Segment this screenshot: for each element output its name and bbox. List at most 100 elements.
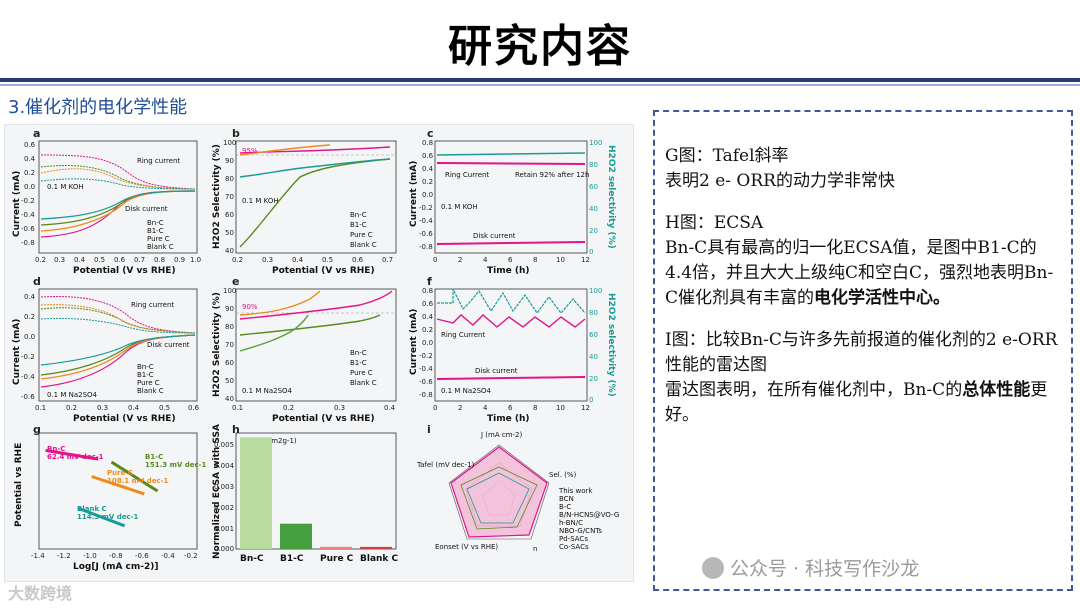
radar-axis-j: J (mA cm-2) [480,431,523,439]
disk-current-label-a: Disk current [125,205,168,213]
y-tick-a-4: -0.2 [21,197,35,205]
legend-e-1: B1-C [350,359,367,367]
tafel-value-pure: 108.1 mV dec-1 [107,477,169,485]
y-tick-b-6: 40 [225,247,234,255]
panel-letter-h: h [232,423,240,436]
y-tick-d-2: 0.0 [24,333,35,341]
radar-legend-7: Co-SACs [559,543,589,551]
legend-a-1: B1-C [147,227,164,235]
y-axis-label-b: H2O2 Selectivity (%) [212,144,222,249]
legend-e-2: Pure C [350,369,373,377]
x-tick-c-5: 10 [556,256,565,264]
radar-axis-n: n [533,545,537,553]
x-tick-f-3: 6 [508,404,513,412]
y-tick-f-3: 0.2 [422,326,433,334]
y-tick-h-3: 0.002 [214,504,234,512]
ecsa-category-0: Bn-C [240,554,264,564]
tafel-line-0 [45,448,99,461]
panel-letter-a: a [33,127,40,140]
electrolyte-label-d: 0.1 M Na2SO4 [47,391,98,399]
tafel-line-1 [110,460,159,493]
x-tick-a-5: 0.7 [134,256,145,264]
y2-tick-f-4: 20 [589,375,598,383]
panel-a: a Ring current Disk current 0.1 M KOH Bn… [12,127,201,276]
y-tick-f-5: -0.2 [419,352,433,360]
wechat-icon [702,557,724,579]
electrolyte-label-b: 0.1 M KOH [242,197,279,205]
x-tick-c-2: 4 [483,256,488,264]
radar-legend-6: Pd-SACs [559,535,588,543]
radar-legend-4: h-BN/C [559,519,583,527]
tafel-value-bn: 62.4 mV dec-1 [47,453,104,461]
y-tick-a-6: -0.6 [21,225,35,233]
y-tick-e-0: 100 [223,287,236,295]
y2-tick-c-3: 40 [589,205,598,213]
x-tick-c-1: 2 [458,256,462,264]
ecsa-bar-3 [360,546,392,549]
y-tick-c-3: 0.2 [422,178,433,186]
section-subtitle: 3.催化剂的电化学性能 [8,97,188,118]
y-tick-h-4: 0.001 [214,525,234,533]
y-tick-e-5: 50 [225,377,234,385]
tafel-value-blank: 114.3 mV dec-1 [77,513,139,521]
y-tick-d-3: -0.2 [21,353,35,361]
x-tick-b-0: 0.2 [232,256,243,264]
y-tick-e-6: 40 [225,395,234,403]
y-tick-d-1: 0.2 [24,313,35,321]
y-tick-f-0: 0.8 [422,287,433,295]
y2-tick-f-2: 60 [589,331,598,339]
y-tick-e-2: 80 [225,323,234,331]
x-tick-f-1: 2 [458,404,462,412]
tafel-line-2 [91,475,145,496]
tafel-label-blank: Blank C [77,505,107,513]
y-tick-e-3: 70 [225,341,234,349]
disk-current-label-f: Disk current [475,367,518,375]
x-tick-d-2: 0.3 [97,404,108,412]
ring-current-label-d: Ring current [131,301,174,309]
panel-letter-e: e [232,275,239,288]
x-ticks-b: 0.2 0.3 0.4 0.5 0.6 0.7 [232,256,393,264]
panel-g: g Bn-C 62.4 mV dec-1 B1-C 151.3 mV dec-1… [14,423,207,572]
legend-d-1: B1-C [137,371,154,379]
x-tick-g-0: -1.4 [31,552,45,560]
y-tick-f-2: 0.4 [422,313,434,321]
y-tick-f-8: -0.8 [419,391,433,399]
y2-tick-f-1: 80 [589,309,598,317]
y-tick-a-7: -0.8 [21,239,35,247]
y-axis-label-a: Current (mA) [12,171,22,237]
radar-legend-1: BCN [559,495,574,503]
x-tick-g-4: -0.6 [135,552,149,560]
section-i: I图：比较Bn-C与许多先前报道的催化剂的2 e-ORR性能的雷达图 雷达图表明… [665,328,1063,428]
x-tick-f-5: 10 [556,404,565,412]
y-tick-b-3: 70 [225,193,234,201]
i-body-1: 雷达图表明，在所有催化剂中，Bn-C的 [665,380,963,400]
tafel-label-b1: B1-C [145,453,163,461]
i-bold: 总体性能 [962,380,1031,400]
y-ticks-f: 0.8 0.6 0.4 0.2 0.0 -0.2 -0.4 -0.6 -0.8 [419,287,434,399]
x-tick-c-3: 6 [508,256,513,264]
h-body: Bn-C具有最高的归一化ECSA值，是图中B1-C的4.4倍，并且大大上级纯C和… [665,238,1054,308]
y-tick-d-0: 0.4 [24,293,36,301]
y-axis-label-c: Current (mA) [409,161,419,227]
electrolyte-label-a: 0.1 M KOH [47,183,84,191]
y-tick-b-0: 100 [223,139,236,147]
y2-tick-f-5: 0 [589,396,593,404]
y-tick-a-1: 0.4 [24,155,36,163]
wechat-watermark: 公众号 · 科技写作沙龙 [702,554,919,581]
y-tick-a-0: 0.6 [24,141,36,149]
retain-label-c: Retain 92% after 12h [515,171,589,179]
panel-letter-b: b [232,127,240,140]
x-tick-a-8: 1.0 [190,256,201,264]
x-ticks-d: 0.1 0.2 0.3 0.4 0.5 0.6 [35,404,200,412]
x-tick-d-4: 0.5 [159,404,170,412]
x-tick-c-4: 8 [533,256,537,264]
x-tick-d-5: 0.6 [188,404,200,412]
x-tick-c-0: 0 [433,256,437,264]
y-ticks-a: 0.6 0.4 0.2 0.0 -0.2 -0.4 -0.6 -0.8 [21,141,36,247]
x-tick-d-0: 0.1 [35,404,46,412]
x-tick-f-0: 0 [433,404,437,412]
y-tick-h-0: 0.005 [214,441,234,449]
radar-legend: This work BCN B-C B/N-HCNS@VO-G h-BN/C N… [558,487,619,551]
x-tick-a-7: 0.9 [174,256,185,264]
legend-d-0: Bn-C [137,363,154,371]
